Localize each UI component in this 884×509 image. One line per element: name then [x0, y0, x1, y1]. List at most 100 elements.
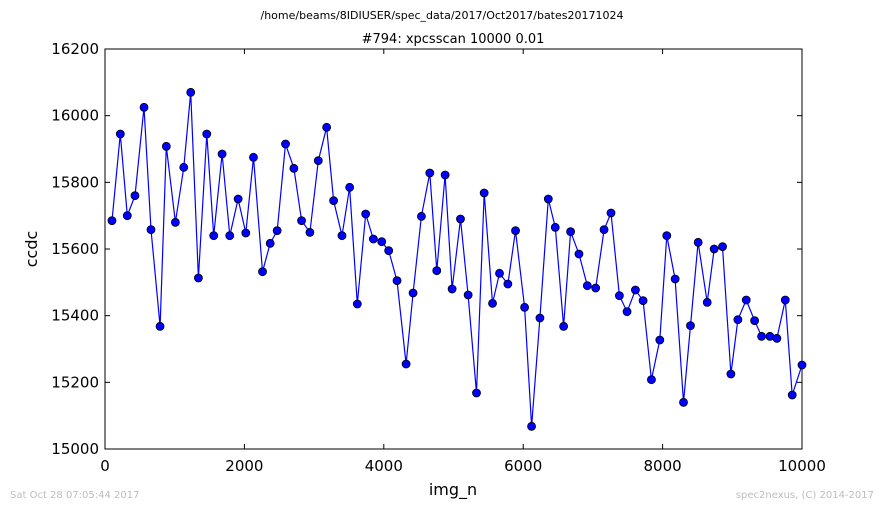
data-point-52 — [520, 302, 529, 312]
data-point-11 — [193, 273, 203, 283]
x-tick-label-3: 6000 — [504, 457, 542, 475]
y-axis-label: ccdc — [22, 231, 41, 268]
x-tick-label-1: 2000 — [225, 457, 263, 475]
x-tick-label-4: 8000 — [644, 457, 682, 475]
data-point-46 — [472, 388, 481, 398]
data-point-37 — [401, 359, 411, 369]
x-tick-label-2: 4000 — [365, 457, 403, 475]
data-point-59 — [574, 249, 584, 259]
data-point-55 — [543, 194, 553, 204]
data-point-28 — [329, 196, 339, 206]
data-point-31 — [352, 299, 362, 309]
data-point-54 — [535, 313, 545, 323]
data-point-0 — [107, 216, 117, 226]
data-point-21 — [272, 226, 282, 236]
data-point-68 — [647, 375, 656, 385]
data-point-44 — [456, 214, 465, 224]
data-point-73 — [686, 321, 695, 331]
data-point-50 — [503, 279, 513, 289]
data-point-27 — [322, 122, 332, 132]
data-point-12 — [202, 129, 212, 139]
data-point-14 — [217, 149, 227, 159]
data-point-23 — [289, 163, 299, 173]
data-point-49 — [495, 268, 504, 278]
footer-timestamp: Sat Oct 28 07:05:44 2017 — [10, 490, 140, 501]
data-point-76 — [709, 244, 719, 254]
data-point-10 — [186, 87, 196, 97]
y-tick-label-1: 15200 — [51, 373, 99, 391]
data-point-48 — [488, 298, 497, 308]
data-point-30 — [345, 182, 355, 192]
data-point-78 — [726, 369, 736, 379]
tick-labels: 0 2000 4000 6000 8000 10000 15000 15200 15400 156… — [51, 40, 826, 475]
y-tick-label-3: 15600 — [51, 240, 99, 258]
data-point-86 — [787, 390, 797, 400]
data-point-38 — [408, 288, 418, 298]
data-point-75 — [702, 297, 712, 307]
data-point-61 — [591, 283, 601, 293]
data-point-20 — [265, 238, 275, 248]
data-point-39 — [417, 211, 426, 221]
data-point-9 — [179, 162, 189, 172]
data-point-26 — [313, 156, 323, 166]
y-tick-label-2: 15400 — [51, 307, 99, 325]
data-point-62 — [599, 225, 609, 235]
tick-marks — [104, 48, 803, 450]
data-point-66 — [631, 285, 640, 295]
data-point-56 — [550, 222, 560, 232]
y-tick-label-6: 16200 — [51, 40, 99, 58]
data-point-58 — [566, 227, 575, 237]
data-point-72 — [679, 397, 688, 407]
data-point-71 — [670, 274, 680, 284]
data-point-45 — [463, 290, 473, 300]
data-point-7 — [161, 141, 171, 151]
data-point-5 — [146, 225, 156, 235]
x-tick-label-5: 10000 — [778, 457, 826, 475]
chart-title: #794: xpcsscan 10000 0.01 — [362, 32, 545, 47]
chart-suptitle: /home/beams/8IDIUSER/spec_data/2017/Oct2… — [261, 9, 624, 22]
data-point-57 — [559, 321, 569, 331]
data-point-33 — [368, 234, 378, 244]
data-point-77 — [718, 242, 727, 252]
data-point-51 — [511, 226, 520, 236]
data-point-42 — [440, 170, 450, 180]
y-tick-label-0: 15000 — [51, 440, 99, 458]
data-point-41 — [432, 266, 442, 276]
data-point-36 — [392, 276, 402, 286]
data-point-16 — [233, 194, 243, 204]
data-point-79 — [733, 315, 743, 325]
data-point-74 — [693, 237, 703, 247]
data-point-22 — [281, 139, 290, 149]
data-point-40 — [425, 168, 435, 178]
data-point-8 — [170, 217, 180, 227]
data-point-3 — [130, 191, 140, 201]
data-point-81 — [750, 316, 760, 326]
data-point-67 — [638, 296, 648, 306]
data-point-43 — [447, 284, 457, 294]
data-point-25 — [305, 227, 315, 237]
data-point-6 — [155, 321, 165, 331]
data-point-17 — [241, 228, 251, 238]
data-point-32 — [361, 209, 371, 219]
y-tick-label-5: 16000 — [51, 107, 99, 125]
series-line — [111, 92, 803, 427]
data-point-80 — [741, 295, 751, 305]
data-point-13 — [209, 231, 219, 241]
data-point-4 — [139, 102, 149, 112]
data-point-53 — [527, 421, 536, 431]
x-tick-label-0: 0 — [100, 457, 110, 475]
data-point-15 — [225, 231, 235, 241]
data-point-84 — [772, 333, 782, 343]
data-point-85 — [780, 295, 790, 305]
data-point-24 — [297, 216, 306, 226]
data-point-2 — [122, 211, 132, 221]
data-point-19 — [258, 267, 267, 277]
data-point-87 — [797, 360, 807, 370]
data-point-1 — [115, 129, 125, 139]
data-point-70 — [662, 231, 672, 241]
data-point-35 — [384, 246, 394, 256]
data-point-63 — [606, 208, 616, 218]
data-point-82 — [757, 331, 766, 341]
data-point-69 — [655, 335, 665, 345]
